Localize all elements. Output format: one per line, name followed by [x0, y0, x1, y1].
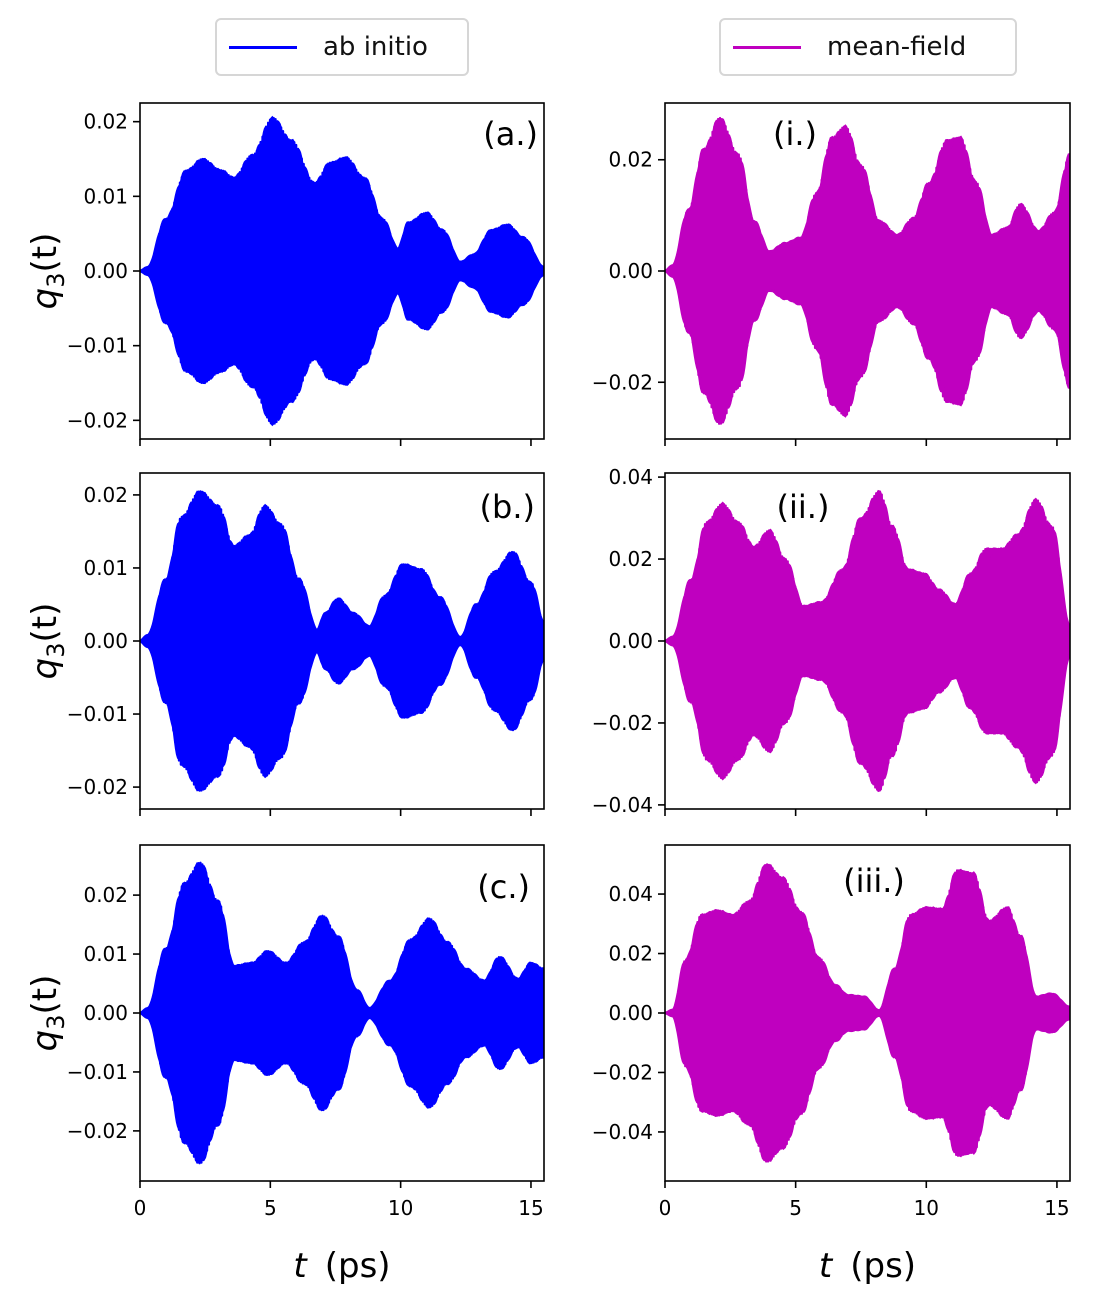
xtick-label-iii-3: 15 — [1044, 1196, 1069, 1220]
series-envelope-a — [140, 115, 544, 427]
ytick-label-ii-0: −0.04 — [592, 793, 653, 817]
xtick-label-iii-0: 0 — [659, 1196, 672, 1220]
panel-label-c: (c.) — [477, 868, 530, 906]
panel-label-b: (b.) — [480, 488, 535, 526]
legend-line-ab-initio — [229, 45, 297, 49]
ytick-label-iii-3: 0.02 — [608, 942, 653, 966]
ytick-label-b-3: 0.01 — [83, 556, 128, 580]
series-envelope-b — [140, 490, 544, 792]
xtick-label-iii-2: 10 — [914, 1196, 939, 1220]
ylabel-c: q3(t) — [25, 975, 70, 1052]
ytick-label-b-1: −0.01 — [67, 702, 128, 726]
ytick-label-b-4: 0.02 — [83, 483, 128, 507]
panel-label-iii: (iii.) — [843, 862, 905, 900]
series-line-c — [140, 861, 544, 1165]
panel-label-a: (a.) — [483, 115, 538, 153]
series-line-ii — [665, 490, 1070, 792]
ytick-label-iii-4: 0.04 — [608, 882, 653, 906]
xtick-label-c-0: 0 — [134, 1196, 147, 1220]
panel-label-i: (i.) — [773, 115, 817, 153]
legend-label-mean-field: mean-field — [827, 32, 967, 62]
ytick-label-i-1: 0.00 — [608, 259, 653, 283]
series-envelope-c — [140, 862, 544, 1164]
ytick-label-c-1: −0.01 — [67, 1060, 128, 1084]
ytick-label-c-4: 0.02 — [83, 883, 128, 907]
series-envelope-iii — [665, 864, 1070, 1162]
legend-label-ab-initio: ab initio — [323, 32, 428, 62]
ylabel-b: q3(t) — [25, 603, 70, 680]
ylabel-a: q3(t) — [25, 233, 70, 310]
legend-mean-field: mean-field — [719, 18, 1017, 76]
chart-panel-b: −0.02 −0.01 0.00 0.01 0.02 (b.) q3(t) — [25, 472, 545, 816]
xtick-label-iii-1: 5 — [789, 1196, 802, 1220]
series-envelope-i — [665, 118, 1070, 424]
ytick-label-ii-4: 0.04 — [608, 465, 653, 489]
xlabel-iii: t (ps) — [819, 1246, 916, 1286]
ytick-label-c-2: 0.00 — [83, 1001, 128, 1025]
ytick-label-c-0: −0.02 — [67, 1119, 128, 1143]
ytick-label-iii-1: −0.02 — [592, 1060, 653, 1084]
legend-line-mean-field — [733, 45, 801, 49]
ytick-label-i-0: −0.02 — [592, 370, 653, 394]
ytick-label-a-3: 0.01 — [83, 184, 128, 208]
ytick-label-ii-3: 0.02 — [608, 547, 653, 571]
xlabel-c: t (ps) — [293, 1246, 390, 1286]
series-envelope-ii — [665, 489, 1070, 793]
ytick-label-a-2: 0.00 — [83, 259, 128, 283]
ytick-label-a-1: −0.01 — [67, 334, 128, 358]
ytick-label-ii-2: 0.00 — [608, 629, 653, 653]
chart-panel-iii: −0.04 −0.02 0.00 0.02 0.04 0 5 10 15 (iii.) t (ps) — [592, 844, 1071, 1286]
ytick-label-iii-0: −0.04 — [592, 1120, 653, 1144]
ytick-label-ii-1: −0.02 — [592, 711, 653, 735]
series-line-b — [140, 490, 544, 792]
xtick-label-c-2: 10 — [388, 1196, 413, 1220]
series-line-a — [140, 116, 544, 426]
ytick-label-iii-2: 0.00 — [608, 1001, 653, 1025]
chart-panel-i: −0.02 0.00 0.02 (i.) — [592, 102, 1071, 446]
ytick-label-c-3: 0.01 — [83, 942, 128, 966]
chart-panel-a: −0.02 −0.01 0.00 0.01 0.02 (a.) q3(t) — [25, 102, 545, 446]
ytick-label-b-2: 0.00 — [83, 629, 128, 653]
ytick-label-i-2: 0.02 — [608, 148, 653, 172]
series-line-i — [665, 116, 1070, 425]
ytick-label-a-4: 0.02 — [83, 110, 128, 134]
xtick-label-c-1: 5 — [264, 1196, 277, 1220]
chart-panel-c: −0.02 −0.01 0.00 0.01 0.02 0 5 10 15 (c.) q3(t) t (p… — [25, 844, 545, 1286]
ytick-label-b-0: −0.02 — [67, 775, 128, 799]
legend-ab-initio: ab initio — [215, 18, 469, 76]
ytick-label-a-0: −0.02 — [67, 408, 128, 432]
panel-label-ii: (ii.) — [777, 488, 830, 526]
xtick-label-c-3: 15 — [518, 1196, 543, 1220]
chart-panel-ii: −0.04 −0.02 0.00 0.02 0.04 (ii.) — [592, 465, 1071, 817]
